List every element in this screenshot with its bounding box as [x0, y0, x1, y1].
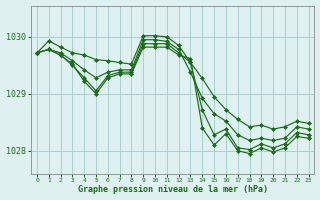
- X-axis label: Graphe pression niveau de la mer (hPa): Graphe pression niveau de la mer (hPa): [78, 185, 268, 194]
